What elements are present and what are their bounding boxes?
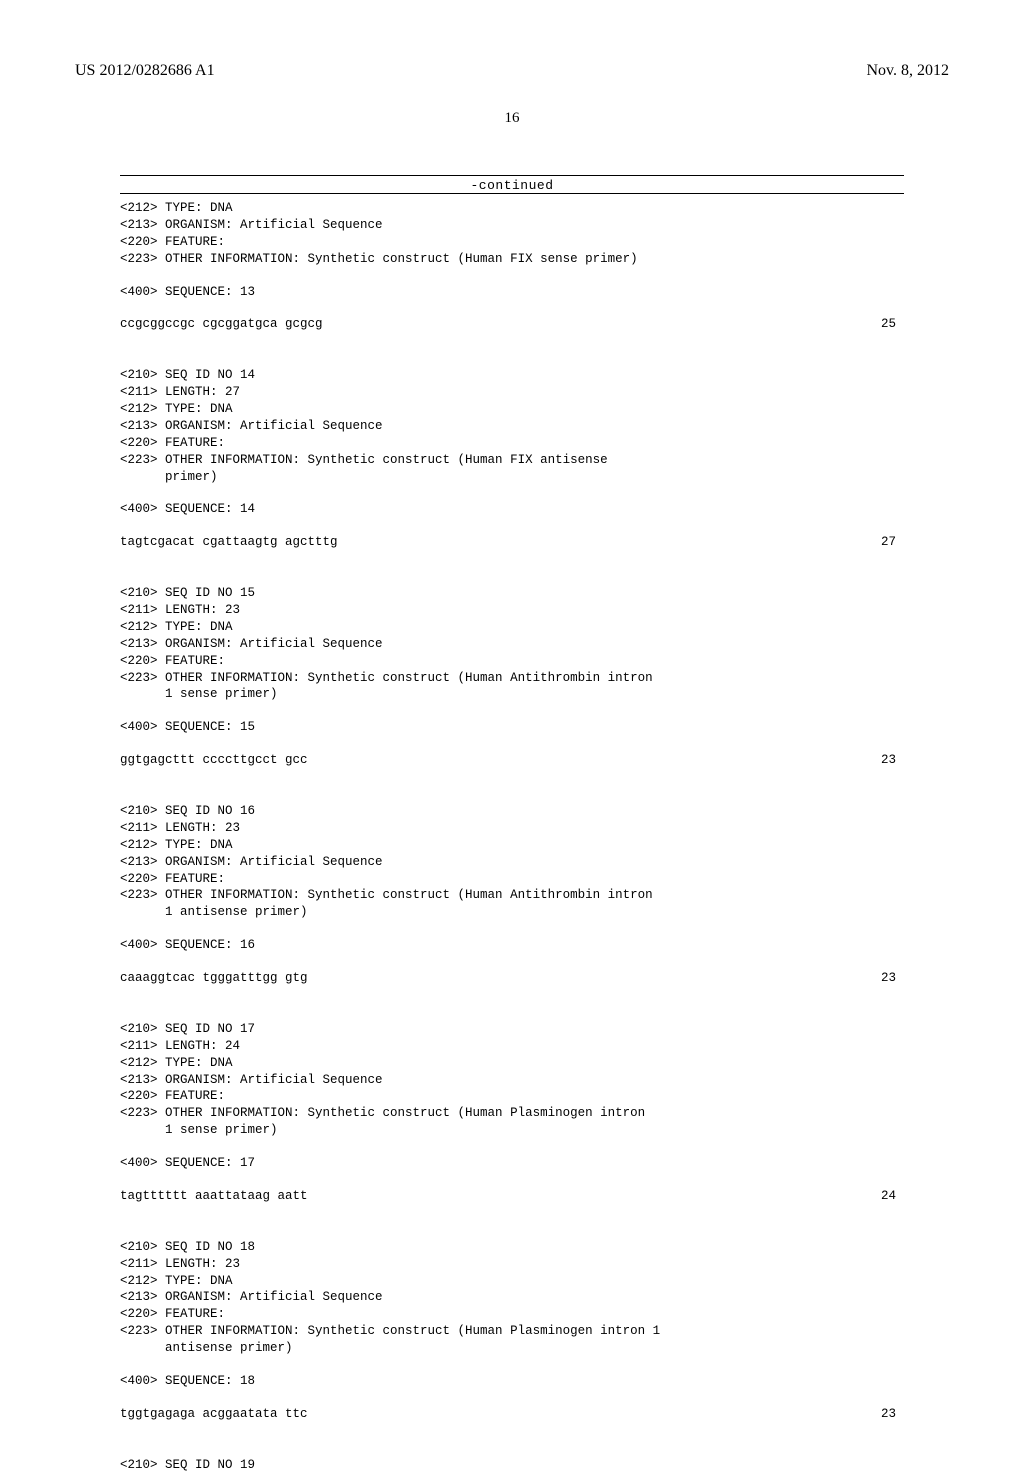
- seq-meta-line: <220> FEATURE:: [120, 1306, 904, 1323]
- seq-sequence-text: tagtcgacat cgattaagtg agctttg: [120, 534, 338, 551]
- seq-meta-line: <223> OTHER INFORMATION: Synthetic const…: [120, 887, 904, 904]
- seq-header-line: <400> SEQUENCE: 17: [120, 1155, 904, 1172]
- seq-meta-line: <211> LENGTH: 27: [120, 384, 904, 401]
- seq-meta-line: 1 sense primer): [120, 686, 904, 703]
- seq-header-line: <400> SEQUENCE: 14: [120, 501, 904, 518]
- seq-length: 23: [881, 752, 904, 769]
- sequence-entry: <212> TYPE: DNA<213> ORGANISM: Artificia…: [120, 200, 904, 349]
- seq-meta-line: <211> LENGTH: 23: [120, 1256, 904, 1273]
- seq-meta-line: <213> ORGANISM: Artificial Sequence: [120, 636, 904, 653]
- seq-meta-line: <220> FEATURE:: [120, 435, 904, 452]
- seq-header-line: <400> SEQUENCE: 13: [120, 284, 904, 301]
- seq-meta-line: <213> ORGANISM: Artificial Sequence: [120, 1072, 904, 1089]
- page-number: 16: [0, 110, 1024, 127]
- patent-date: Nov. 8, 2012: [866, 62, 949, 80]
- seq-meta-line: <213> ORGANISM: Artificial Sequence: [120, 418, 904, 435]
- seq-sequence-line: tagtttttt aaattataag aatt 24: [120, 1188, 904, 1205]
- seq-meta-line: <211> LENGTH: 23: [120, 602, 904, 619]
- sequence-entry: <210> SEQ ID NO 17<211> LENGTH: 24<212> …: [120, 1021, 904, 1221]
- sequence-entry: <210> SEQ ID NO 18<211> LENGTH: 23<212> …: [120, 1239, 904, 1439]
- seq-length: 25: [881, 316, 904, 333]
- seq-header-line: <400> SEQUENCE: 18: [120, 1373, 904, 1390]
- seq-sequence-line: ggtgagcttt ccccttgcct gcc 23: [120, 752, 904, 769]
- seq-sequence-text: ggtgagcttt ccccttgcct gcc: [120, 752, 308, 769]
- seq-meta-line: <223> OTHER INFORMATION: Synthetic const…: [120, 452, 904, 469]
- seq-meta-line: <213> ORGANISM: Artificial Sequence: [120, 854, 904, 871]
- seq-length: 23: [881, 970, 904, 987]
- continued-bar: -continued: [120, 175, 904, 194]
- seq-meta-line: <210> SEQ ID NO 15: [120, 585, 904, 602]
- seq-sequence-line: tggtgagaga acggaatata ttc 23: [120, 1406, 904, 1423]
- seq-sequence-text: tagtttttt aaattataag aatt: [120, 1188, 308, 1205]
- seq-sequence-text: caaaggtcac tgggatttgg gtg: [120, 970, 308, 987]
- sequence-entry: <210> SEQ ID NO 14<211> LENGTH: 27<212> …: [120, 367, 904, 567]
- seq-meta-line: primer): [120, 469, 904, 486]
- seq-length: 27: [881, 534, 904, 551]
- seq-meta-line: <212> TYPE: DNA: [120, 401, 904, 418]
- seq-meta-line: 1 antisense primer): [120, 904, 904, 921]
- seq-sequence-text: ccgcggccgc cgcggatgca gcgcg: [120, 316, 323, 333]
- seq-meta-line: <223> OTHER INFORMATION: Synthetic const…: [120, 1323, 904, 1340]
- sequence-entry: <210> SEQ ID NO 15<211> LENGTH: 23<212> …: [120, 585, 904, 785]
- seq-meta-line: <211> LENGTH: 24: [120, 1038, 904, 1055]
- seq-meta-line: <220> FEATURE:: [120, 871, 904, 888]
- seq-meta-line: 1 sense primer): [120, 1122, 904, 1139]
- seq-meta-line: <210> SEQ ID NO 18: [120, 1239, 904, 1256]
- seq-meta-line: <210> SEQ ID NO 17: [120, 1021, 904, 1038]
- seq-meta-line: <223> OTHER INFORMATION: Synthetic const…: [120, 251, 904, 268]
- seq-meta-line: <220> FEATURE:: [120, 234, 904, 251]
- seq-meta-line: <220> FEATURE:: [120, 653, 904, 670]
- seq-meta-line: <212> TYPE: DNA: [120, 619, 904, 636]
- seq-meta-line: <223> OTHER INFORMATION: Synthetic const…: [120, 670, 904, 687]
- seq-meta-line: <213> ORGANISM: Artificial Sequence: [120, 217, 904, 234]
- seq-trailing-line: <210> SEQ ID NO 19: [120, 1457, 904, 1474]
- seq-meta-line: <213> ORGANISM: Artificial Sequence: [120, 1289, 904, 1306]
- seq-length: 23: [881, 1406, 904, 1423]
- sequence-entry: <210> SEQ ID NO 16<211> LENGTH: 23<212> …: [120, 803, 904, 1003]
- seq-meta-line: <212> TYPE: DNA: [120, 200, 904, 217]
- seq-length: 24: [881, 1188, 904, 1205]
- seq-header-line: <400> SEQUENCE: 16: [120, 937, 904, 954]
- sequence-listing: <212> TYPE: DNA<213> ORGANISM: Artificia…: [120, 200, 904, 1474]
- seq-meta-line: <211> LENGTH: 23: [120, 820, 904, 837]
- seq-sequence-line: tagtcgacat cgattaagtg agctttg 27: [120, 534, 904, 551]
- continued-label: -continued: [120, 175, 904, 194]
- seq-meta-line: <212> TYPE: DNA: [120, 837, 904, 854]
- seq-meta-line: antisense primer): [120, 1340, 904, 1357]
- seq-header-line: <400> SEQUENCE: 15: [120, 719, 904, 736]
- seq-meta-line: <212> TYPE: DNA: [120, 1055, 904, 1072]
- seq-sequence-line: ccgcggccgc cgcggatgca gcgcg 25: [120, 316, 904, 333]
- seq-sequence-line: caaaggtcac tgggatttgg gtg 23: [120, 970, 904, 987]
- seq-meta-line: <220> FEATURE:: [120, 1088, 904, 1105]
- seq-sequence-text: tggtgagaga acggaatata ttc: [120, 1406, 308, 1423]
- seq-meta-line: <210> SEQ ID NO 14: [120, 367, 904, 384]
- seq-meta-line: <212> TYPE: DNA: [120, 1273, 904, 1290]
- seq-meta-line: <223> OTHER INFORMATION: Synthetic const…: [120, 1105, 904, 1122]
- page-header: US 2012/0282686 A1 Nov. 8, 2012: [0, 0, 1024, 80]
- seq-meta-line: <210> SEQ ID NO 16: [120, 803, 904, 820]
- patent-number: US 2012/0282686 A1: [75, 62, 215, 80]
